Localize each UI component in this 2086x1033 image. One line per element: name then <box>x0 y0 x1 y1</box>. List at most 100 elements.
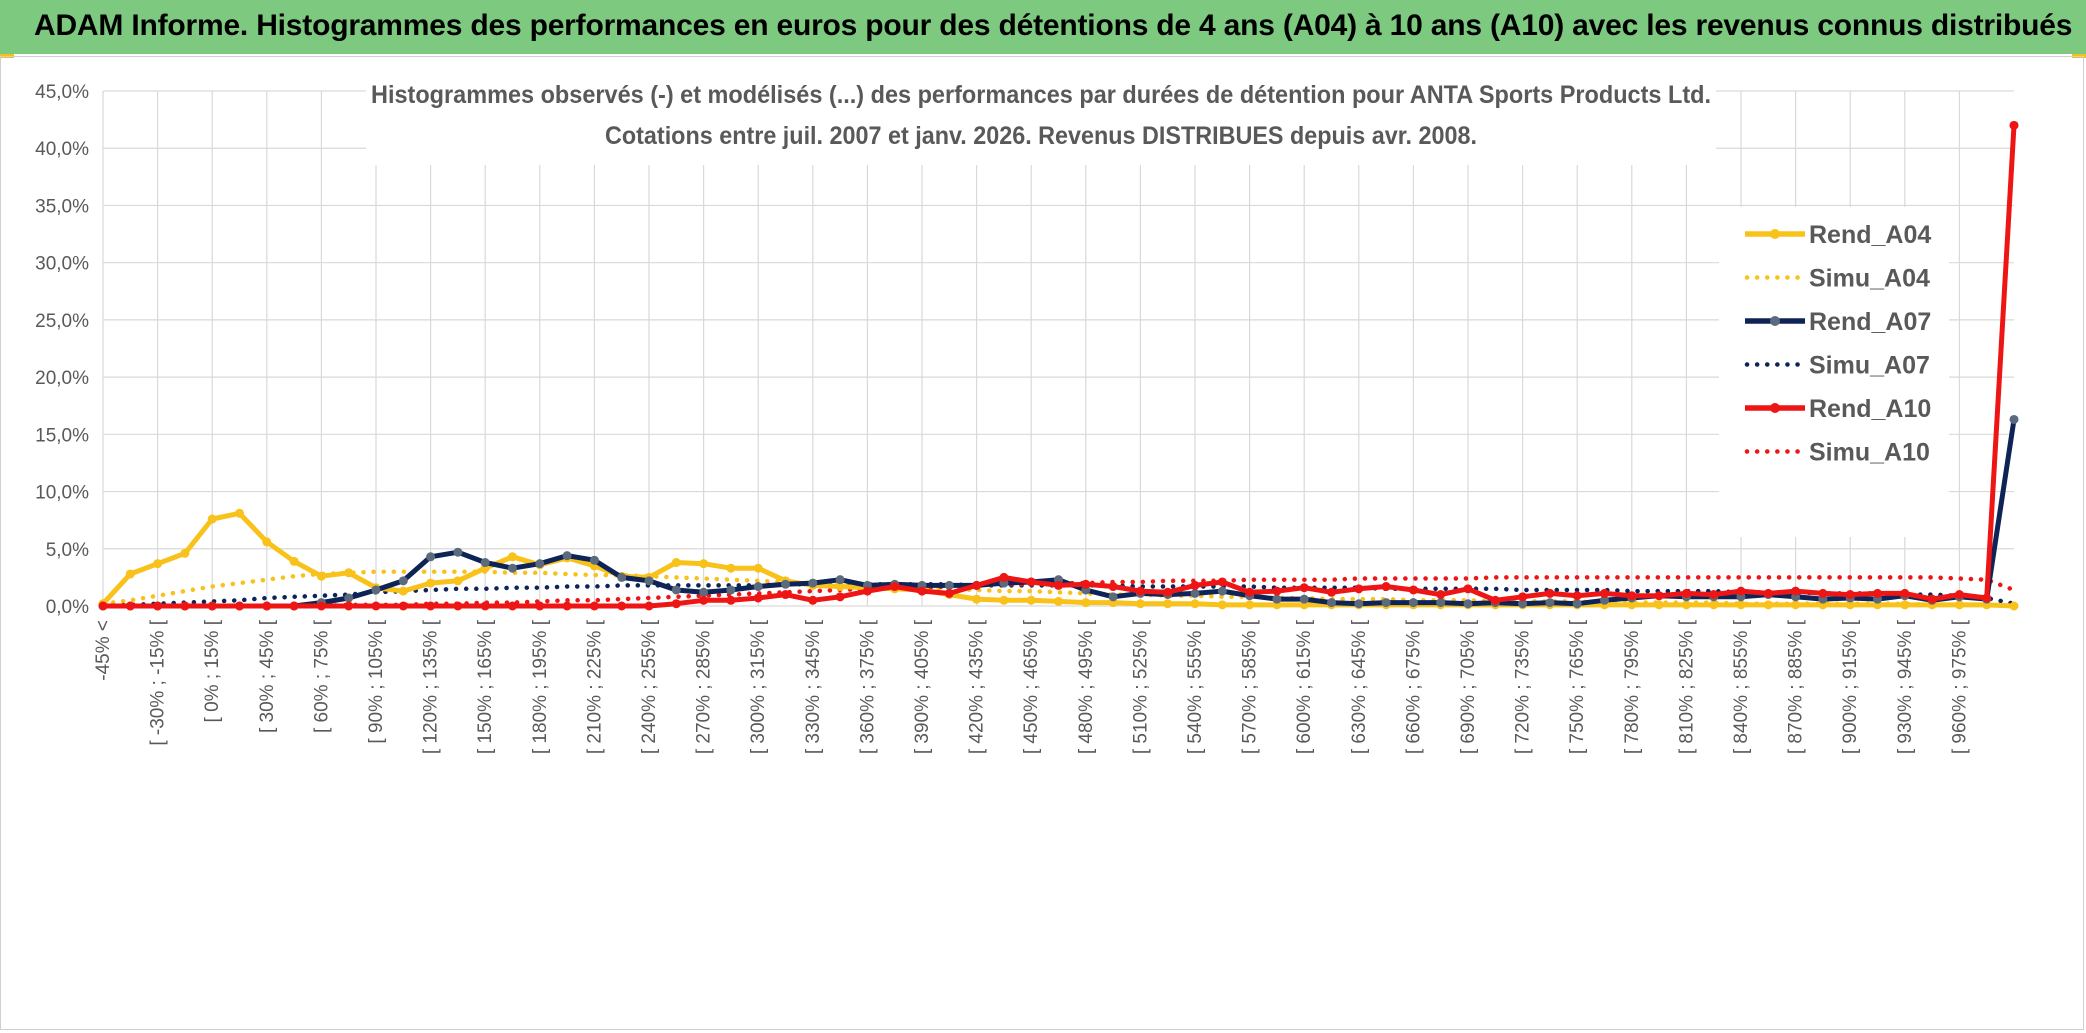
x-tick-label: [ 660% ; 675% [ <box>1403 619 1424 754</box>
legend-label-rend-a10: Rend_A10 <box>1809 395 1931 423</box>
legend-label-simu-a10: Simu_A10 <box>1809 439 1930 467</box>
rend-a07-point <box>1463 599 1473 609</box>
rend-a10-point <box>453 601 463 611</box>
rend-a07-point <box>371 585 381 595</box>
rend-a10-point <box>589 601 599 611</box>
x-tick-label: -45% < <box>93 620 114 681</box>
rend-a07-point <box>944 580 954 590</box>
rend-a07-point <box>480 558 490 568</box>
performance-histogram-chart: 0,0% 5,0% 10,0% 15,0% 20,0% 25,0% 30,0% 35,0% 40… <box>35 67 2019 754</box>
rend-a07-point <box>426 552 436 562</box>
rend-a10-point <box>426 601 436 611</box>
y-tick-label: 15,0% <box>35 425 89 446</box>
rend-a04-point <box>1081 598 1091 608</box>
rend-a10-point <box>781 590 790 600</box>
rend-a04-point <box>508 552 517 562</box>
x-tick-label: [ -30% ; -15% [ <box>148 619 169 745</box>
rend-a04-point <box>1135 599 1145 609</box>
x-tick-label: [ 180% ; 195% [ <box>530 619 551 754</box>
rend-a07-point <box>1272 594 1282 604</box>
rend-a10-point <box>235 601 244 611</box>
x-tick-label: [ 720% ; 735% [ <box>1513 619 1534 754</box>
rend-a10-point <box>1217 577 1227 587</box>
legend-marker-rend-a10 <box>1770 403 1780 413</box>
rend-a04-point <box>207 514 217 524</box>
rend-a07-point <box>508 563 517 573</box>
rend-a10-point <box>480 601 490 611</box>
rend-a04-point <box>262 537 272 547</box>
rend-a07-point <box>1436 598 1446 608</box>
rend-a10-point <box>1163 587 1173 597</box>
rend-a10-point <box>1954 590 1964 600</box>
rend-a10-point <box>1354 584 1364 594</box>
rend-a10-point <box>180 601 190 611</box>
rend-a10-point <box>1927 594 1937 604</box>
rend-a07-point <box>699 587 709 597</box>
rend-a10-point <box>1436 590 1446 600</box>
rend-a10-point <box>316 601 326 611</box>
legend-marker-rend-a04 <box>1770 229 1780 239</box>
rend-a04-point <box>125 569 135 579</box>
rend-a04-point <box>235 508 244 518</box>
rend-a10-point <box>617 601 627 611</box>
rend-a07-point <box>398 576 408 586</box>
rend-a10-point <box>1463 584 1473 594</box>
rend-a07-point <box>1299 594 1309 604</box>
rend-a10-point <box>1272 586 1282 596</box>
y-tick-label: 20,0% <box>35 368 89 389</box>
rend-a07-point <box>344 593 354 603</box>
x-tick-label: [ 510% ; 525% [ <box>1130 619 1151 754</box>
rend-a10-point <box>1818 588 1828 598</box>
rend-a10-point <box>1709 590 1719 600</box>
chart-subtitle: Cotations entre juil. 2007 et janv. 2026… <box>605 122 1477 150</box>
rend-a04-point <box>316 571 326 581</box>
y-tick-label: 30,0% <box>35 254 89 275</box>
legend-label-rend-a07: Rend_A07 <box>1809 308 1931 336</box>
rend-a04-point <box>972 594 982 604</box>
x-tick-label: [ 300% ; 315% [ <box>748 619 769 754</box>
rend-a04-point <box>671 558 681 568</box>
report-title: ADAM Informe. Histogrammes des performan… <box>34 9 2073 42</box>
x-tick-label: [ 540% ; 555% [ <box>1185 619 1206 754</box>
x-tick-label: [ 450% ; 465% [ <box>1021 619 1042 754</box>
rend-a10-point <box>98 601 108 611</box>
rend-a07-point <box>1408 598 1418 608</box>
rend-a10-point <box>1654 591 1664 601</box>
rend-a10-point <box>207 601 217 611</box>
rend-a07-point <box>562 551 572 561</box>
rend-a07-point <box>781 579 790 589</box>
legend-label-simu-a07: Simu_A07 <box>1809 352 1930 380</box>
x-tick-label: [ 960% ; 975% [ <box>1949 619 1970 754</box>
rend-a04-point <box>1763 600 1773 610</box>
rend-a10-point <box>753 593 763 603</box>
rend-a10-point <box>1381 582 1391 592</box>
rend-a07-point <box>1600 595 1609 605</box>
x-tick-label: [ 840% ; 855% [ <box>1731 619 1752 754</box>
rend-a10-point <box>1982 593 1992 603</box>
rend-a07-point <box>1190 588 1200 598</box>
rend-a04-point <box>1245 600 1255 610</box>
legend-label-simu-a04: Simu_A04 <box>1809 265 1930 293</box>
x-tick-label: [ 780% ; 795% [ <box>1622 619 1643 754</box>
y-tick-label: 35,0% <box>35 196 89 217</box>
rend-a10-point <box>1408 585 1418 595</box>
rend-a10-point <box>917 586 927 596</box>
rend-a10-point <box>1518 592 1528 602</box>
chart-title: Histogrammes observés (-) et modélisés (… <box>371 81 1711 109</box>
rend-a04-point <box>1954 600 1964 610</box>
x-tick-label: [ 0% ; 15% [ <box>202 619 223 722</box>
rend-a04-point <box>999 595 1009 605</box>
rend-a04-point <box>180 548 190 558</box>
rend-a10-point <box>1600 588 1609 598</box>
rend-a07-point <box>1545 598 1555 608</box>
x-tick-label: [ 120% ; 135% [ <box>421 619 442 754</box>
rend-a10-point <box>972 580 982 590</box>
rend-a04-point <box>699 559 709 569</box>
y-tick-label: 5,0% <box>46 540 89 561</box>
x-tick-label: [ 90% ; 105% [ <box>366 619 387 743</box>
rend-a10-point <box>1135 586 1145 596</box>
rend-a04-point <box>753 563 763 573</box>
x-tick-label: [ 930% ; 945% [ <box>1895 619 1916 754</box>
rend-a04-point <box>1190 599 1200 609</box>
x-axis-ticks: -45% < [ -30% ; -15% [[ 0% ; 15% [[ 30% ;… <box>93 619 1970 754</box>
